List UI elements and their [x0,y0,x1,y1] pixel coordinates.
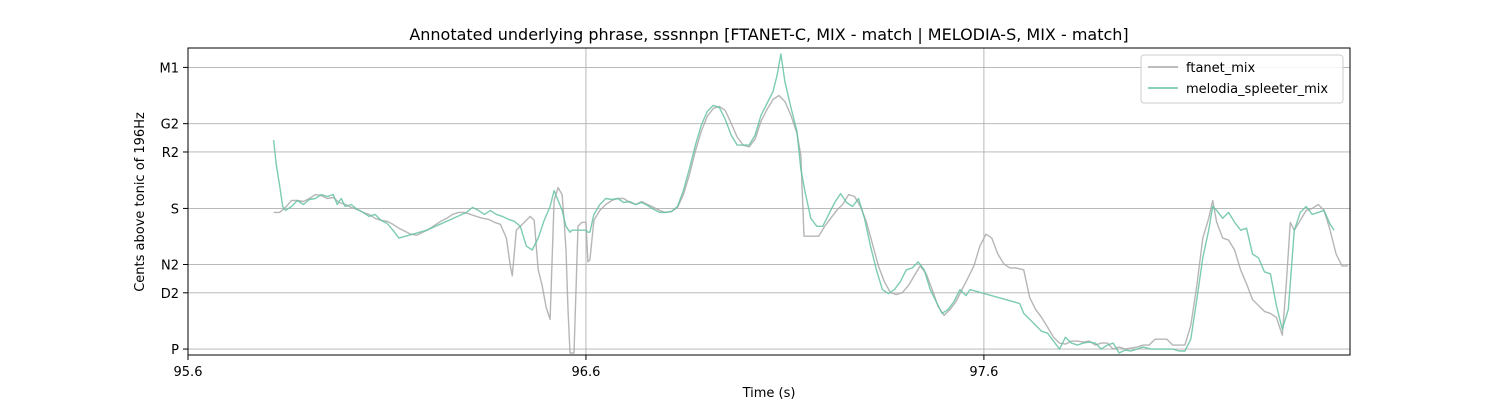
legend-label-ftanet: ftanet_mix [1186,61,1256,76]
y-tick-label: N2 [161,258,179,273]
legend-box [1140,54,1344,104]
y-tick-label: R2 [162,146,179,161]
x-tick-label: 96.6 [571,365,600,380]
x-tick-label: 97.6 [969,365,998,380]
y-tick-label: M1 [160,61,180,76]
series-lines [272,53,1348,354]
y-axis-label: Cents above tonic of 196Hz [133,112,148,292]
y-tick-label: S [171,202,179,217]
plot-frame [187,47,1351,356]
axis-ticks: 95.6 96.6 97.6 P D2 N2 S R2 G2 M1 [160,61,999,380]
y-tick-label: P [171,343,179,358]
legend: ftanet_mix melodia_spleeter_mix [1140,54,1344,104]
y-tick-label: G2 [161,118,179,133]
x-axis-label: Time (s) [742,386,796,400]
chart-title: Annotated underlying phrase, sssnnpn [FT… [409,25,1128,44]
series-line-ftanet-mix [273,94,1348,354]
legend-label-melodia: melodia_spleeter_mix [1186,82,1328,97]
x-tick-label: 95.6 [174,365,203,380]
y-tick-label: D2 [161,287,179,302]
series-line-melodia-spleeter-mix [272,53,1335,354]
